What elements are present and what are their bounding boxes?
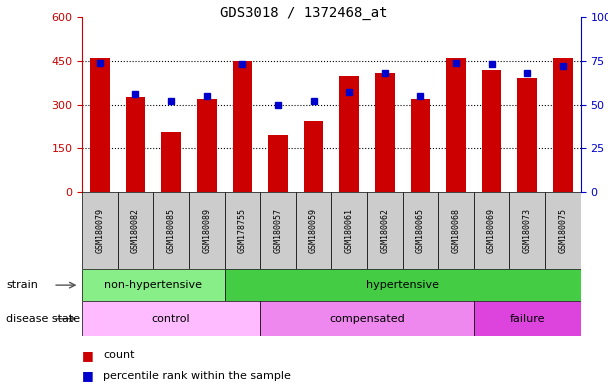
Bar [474,301,581,336]
Text: failure: failure [510,314,545,324]
Text: GSM180061: GSM180061 [345,208,354,253]
Text: control: control [152,314,190,324]
Bar [331,192,367,269]
Bar [438,192,474,269]
Bar [367,192,402,269]
Bar [232,61,252,192]
Text: GSM180057: GSM180057 [274,208,283,253]
Bar [126,98,145,192]
Bar [82,301,260,336]
Bar [90,58,109,192]
Text: ■: ■ [82,349,94,362]
Bar [375,73,395,192]
Bar [197,99,216,192]
Bar [260,301,474,336]
Bar [295,192,331,269]
Bar [224,269,581,301]
Text: compensated: compensated [329,314,405,324]
Text: strain: strain [6,280,38,290]
Text: GSM180069: GSM180069 [487,208,496,253]
Bar [545,192,581,269]
Bar [410,99,430,192]
Bar [161,132,181,192]
Text: percentile rank within the sample: percentile rank within the sample [103,371,291,381]
Bar [339,76,359,192]
Text: disease state: disease state [6,314,80,324]
Bar [446,58,466,192]
Bar [304,121,323,192]
Bar [118,192,153,269]
Bar [153,192,189,269]
Text: GSM180068: GSM180068 [452,208,460,253]
Bar [82,269,224,301]
Bar [482,70,502,192]
Bar [510,192,545,269]
Text: count: count [103,350,135,360]
Bar [517,78,537,192]
Text: GSM180089: GSM180089 [202,208,211,253]
Text: GSM180085: GSM180085 [167,208,176,253]
Bar [553,58,573,192]
Text: ■: ■ [82,369,94,382]
Text: GSM180082: GSM180082 [131,208,140,253]
Text: GSM180075: GSM180075 [558,208,567,253]
Bar [268,135,288,192]
Text: GSM180065: GSM180065 [416,208,425,253]
Text: GDS3018 / 1372468_at: GDS3018 / 1372468_at [220,6,388,20]
Bar [82,192,118,269]
Text: hypertensive: hypertensive [366,280,439,290]
Bar [224,192,260,269]
Bar [474,192,510,269]
Text: GSM180062: GSM180062 [380,208,389,253]
Text: GSM180059: GSM180059 [309,208,318,253]
Bar [260,192,295,269]
Text: GSM180079: GSM180079 [95,208,105,253]
Text: GSM180073: GSM180073 [523,208,532,253]
Bar [402,192,438,269]
Text: non-hypertensive: non-hypertensive [105,280,202,290]
Bar [189,192,224,269]
Text: GSM178755: GSM178755 [238,208,247,253]
